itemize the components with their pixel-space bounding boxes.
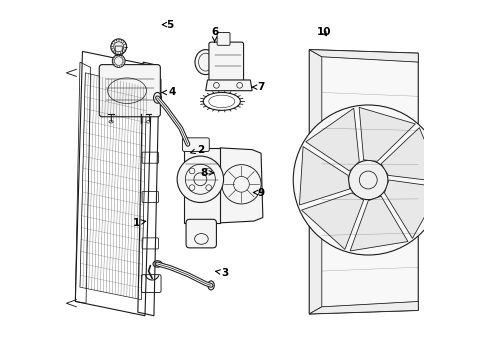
Text: 6: 6 (211, 27, 218, 42)
Polygon shape (385, 180, 441, 238)
FancyBboxPatch shape (182, 138, 209, 152)
Circle shape (177, 156, 223, 203)
Text: 4: 4 (162, 87, 175, 98)
Circle shape (111, 39, 126, 55)
Polygon shape (299, 147, 349, 205)
Polygon shape (381, 127, 441, 182)
Polygon shape (184, 148, 220, 223)
Text: 10: 10 (317, 27, 331, 37)
Text: 7: 7 (252, 82, 265, 92)
Polygon shape (206, 80, 252, 91)
Circle shape (293, 105, 443, 255)
Ellipse shape (195, 50, 217, 75)
Polygon shape (309, 50, 322, 314)
Polygon shape (301, 193, 364, 249)
Polygon shape (306, 108, 359, 171)
FancyBboxPatch shape (186, 219, 217, 248)
Text: 5: 5 (162, 19, 173, 30)
Polygon shape (350, 196, 408, 251)
Polygon shape (309, 50, 418, 62)
FancyBboxPatch shape (99, 64, 160, 117)
Text: 3: 3 (216, 268, 229, 278)
Text: 2: 2 (191, 145, 204, 155)
Circle shape (112, 55, 125, 67)
Polygon shape (359, 107, 416, 161)
Text: 1: 1 (132, 218, 146, 228)
FancyBboxPatch shape (217, 32, 230, 45)
Text: 9: 9 (253, 188, 265, 198)
Text: 8: 8 (200, 168, 214, 178)
Polygon shape (220, 148, 263, 223)
Circle shape (348, 160, 388, 200)
Polygon shape (309, 50, 418, 314)
Polygon shape (309, 301, 418, 314)
FancyBboxPatch shape (209, 42, 244, 82)
